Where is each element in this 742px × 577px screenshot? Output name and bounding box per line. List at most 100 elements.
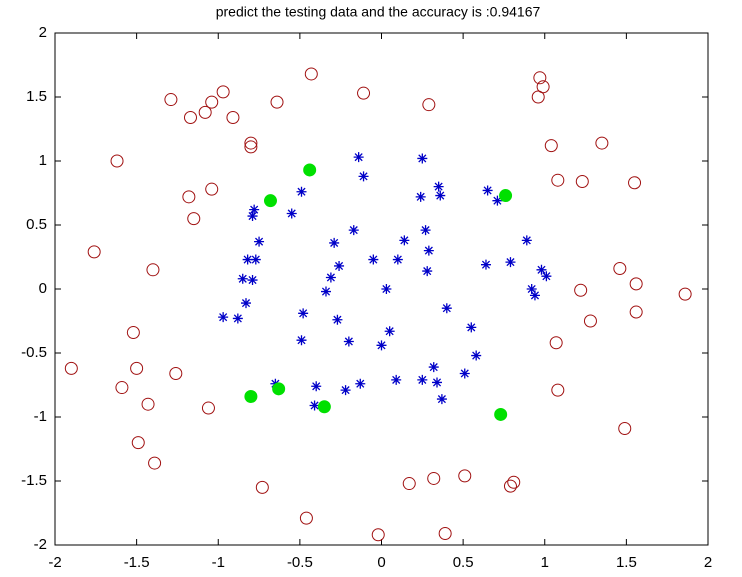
point <box>247 211 258 222</box>
point <box>392 254 403 265</box>
point <box>286 208 297 219</box>
point <box>678 287 692 301</box>
point <box>244 390 258 404</box>
point <box>232 313 243 324</box>
point <box>432 377 443 388</box>
point <box>531 90 545 104</box>
point <box>629 305 643 319</box>
point <box>381 284 392 294</box>
point <box>340 385 351 396</box>
point <box>613 262 627 276</box>
point <box>595 136 609 150</box>
point <box>629 277 643 291</box>
x-tick-label: 0.5 <box>453 554 474 571</box>
y-tick-label: 0 <box>39 280 47 297</box>
point <box>244 136 258 150</box>
point <box>255 480 269 494</box>
point <box>492 195 503 206</box>
point <box>332 314 343 325</box>
point <box>529 290 540 301</box>
point <box>482 185 493 196</box>
point <box>131 436 145 450</box>
point <box>551 383 565 397</box>
x-tick-label: 2 <box>704 554 712 571</box>
point <box>146 263 160 277</box>
point <box>218 312 229 323</box>
point <box>348 225 359 236</box>
x-tick-label: -2 <box>48 554 61 571</box>
point <box>270 95 284 109</box>
point <box>422 266 433 277</box>
point <box>216 85 230 99</box>
point <box>272 382 286 396</box>
point <box>329 237 340 248</box>
point <box>422 98 436 112</box>
point <box>435 190 446 201</box>
y-tick-label: -1.5 <box>21 472 47 489</box>
point <box>355 378 366 389</box>
point <box>507 475 521 489</box>
point <box>250 254 261 265</box>
point <box>503 479 517 493</box>
point <box>436 394 447 405</box>
point <box>343 336 354 347</box>
point <box>303 163 317 177</box>
y-tick-label: 0.5 <box>26 216 47 233</box>
point <box>521 235 532 246</box>
point <box>169 366 183 380</box>
point <box>541 271 552 282</box>
point <box>311 381 322 392</box>
point <box>575 174 589 188</box>
point <box>237 273 248 284</box>
x-tick-label: -1 <box>212 554 225 571</box>
point <box>533 71 547 85</box>
point <box>317 400 331 414</box>
point <box>428 362 439 373</box>
point <box>205 95 219 109</box>
point <box>427 471 441 485</box>
point <box>187 212 201 226</box>
point <box>357 86 371 100</box>
point <box>148 456 162 470</box>
point <box>110 154 124 168</box>
point <box>415 191 426 202</box>
point <box>296 335 307 346</box>
x-tick-label: 1.5 <box>616 554 637 571</box>
point <box>242 254 253 265</box>
point <box>526 284 537 294</box>
point <box>471 350 482 361</box>
point <box>494 407 508 421</box>
point <box>551 173 565 187</box>
point <box>183 110 197 124</box>
point <box>536 264 547 275</box>
point <box>549 336 563 350</box>
x-tick-label: -1.5 <box>124 554 150 571</box>
point <box>466 322 477 333</box>
point <box>87 245 101 259</box>
point <box>244 140 258 154</box>
point <box>628 176 642 190</box>
point <box>299 511 313 525</box>
point <box>458 469 472 483</box>
point <box>391 374 402 385</box>
point <box>64 361 78 375</box>
point <box>574 283 588 297</box>
point <box>583 314 597 328</box>
point <box>441 303 452 314</box>
point <box>226 110 240 124</box>
point <box>304 67 318 81</box>
point <box>296 186 307 197</box>
point <box>376 340 387 351</box>
point <box>353 152 364 163</box>
point <box>298 308 309 319</box>
point <box>247 275 258 286</box>
chart-title: predict the testing data and the accurac… <box>216 4 541 20</box>
point <box>201 401 215 415</box>
y-tick-label: -0.5 <box>21 344 47 361</box>
point <box>544 139 558 153</box>
point <box>402 477 416 491</box>
point <box>205 182 219 196</box>
point <box>182 190 196 204</box>
